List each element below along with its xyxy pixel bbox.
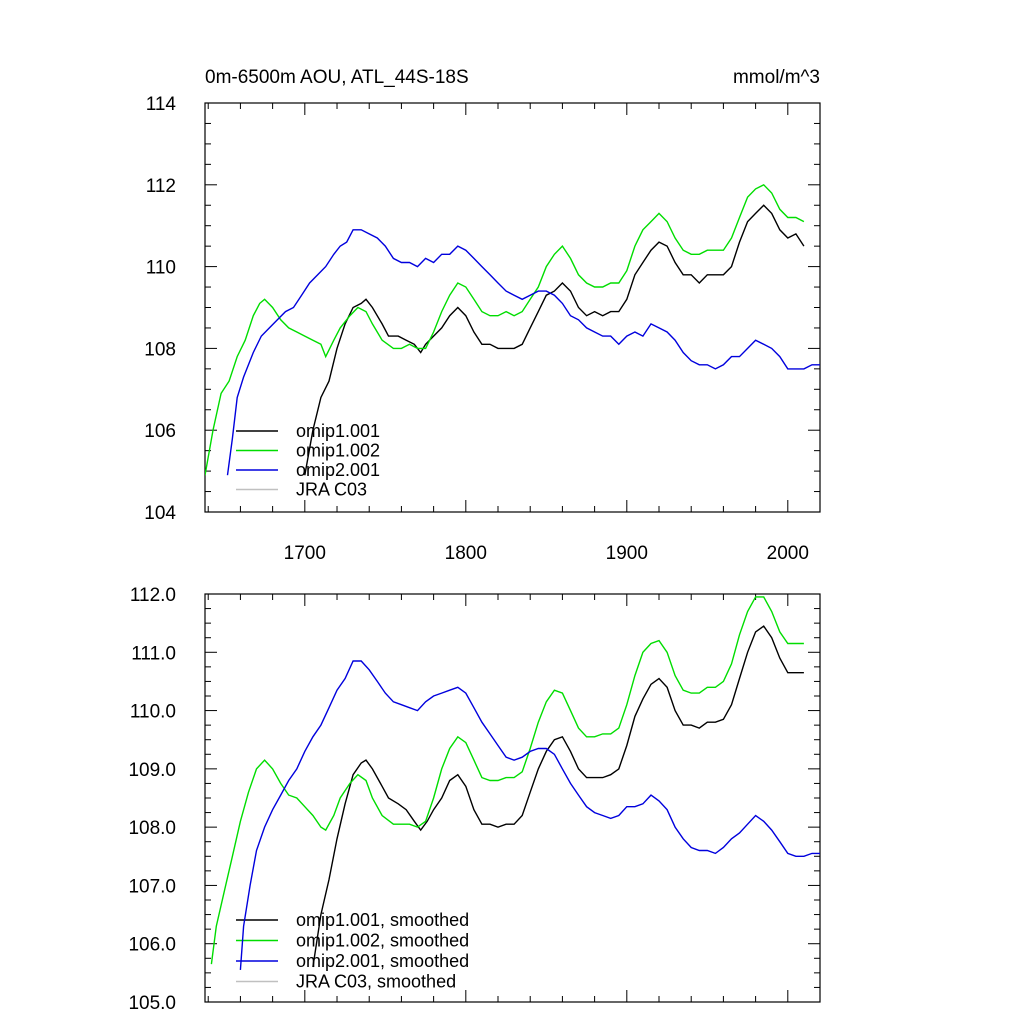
y-tick-label: 110 — [146, 258, 176, 279]
chart-panel-1: 1700 1800 1900 2000 104 106 108 110 112 114 0m-650… — [144, 67, 821, 564]
y-tick-label: 108 — [144, 339, 176, 360]
chart-panel-2: 105.0 106.0 107.0 108.0 109.0 110.0 111.0 112.0… — [128, 585, 821, 1014]
y-tick-label: 112.0 — [130, 585, 176, 606]
y-tick-label: 106.0 — [128, 935, 176, 956]
y-tick-label: 106 — [144, 421, 176, 442]
y-tick-label: 110.0 — [130, 702, 176, 723]
y-tick-label: 112 — [146, 176, 176, 197]
x-tick-label: 1900 — [606, 543, 648, 564]
y-tick-label: 109.0 — [128, 760, 176, 781]
x-tick-label: 1700 — [284, 543, 326, 564]
y-tick-label: 111.0 — [131, 643, 176, 664]
series-line-1 — [312, 625, 804, 968]
units-label: mmol/m^3 — [733, 67, 820, 88]
legend-label: JRA C03, smoothed — [296, 972, 456, 992]
legend-label: JRA C03 — [296, 480, 367, 500]
x-tick-label: 1800 — [445, 543, 487, 564]
legend-label: omip1.001, smoothed — [296, 910, 469, 930]
legend-label: omip1.002, smoothed — [296, 931, 469, 951]
y-tick-label: 104 — [144, 503, 176, 524]
legend-label: omip1.001 — [296, 421, 380, 441]
series-line-2 — [210, 596, 804, 965]
series-line-3 — [226, 229, 820, 476]
y-tick-label: 105.0 — [128, 993, 176, 1014]
y-tick-label: 108.0 — [128, 818, 176, 839]
legend-label: omip2.001 — [296, 460, 380, 480]
y-tick-label: 107.0 — [128, 876, 176, 897]
series-line-2 — [205, 183, 805, 476]
chart-title: 0m-6500m AOU, ATL_44S-18S — [205, 67, 469, 88]
legend-label: omip2.001, smoothed — [296, 951, 469, 971]
x-tick-label: 2000 — [767, 543, 809, 564]
series-line-3 — [239, 660, 820, 970]
legend-label: omip1.002 — [296, 441, 380, 461]
y-tick-label: 114 — [146, 94, 177, 115]
